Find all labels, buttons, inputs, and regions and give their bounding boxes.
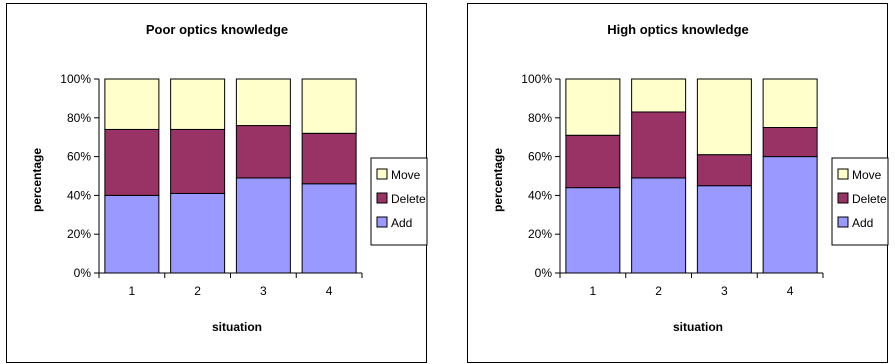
legend-swatch-delete — [837, 192, 849, 204]
bar-segment-delete — [565, 134, 621, 189]
y-tick-label: 100% — [60, 72, 91, 86]
bar-segment-move — [762, 78, 818, 128]
x-axis-label: situation — [212, 320, 262, 334]
legend-swatch-move — [376, 168, 388, 180]
bar-segment-move — [170, 78, 226, 130]
legend-swatch-move — [837, 168, 849, 180]
chart-high-optics: High optics knowledge percentage situati… — [467, 3, 889, 363]
x-tick-label: 1 — [590, 284, 597, 298]
bar-segment-add — [762, 156, 818, 274]
x-tick-label: 3 — [721, 284, 728, 298]
y-tick-label: 80% — [528, 111, 552, 125]
bar-segment-move — [301, 78, 357, 134]
bar-segment-add — [631, 177, 687, 274]
legend-label: Move — [391, 168, 421, 182]
chart-poor-optics: Poor optics knowledge percentage situati… — [6, 3, 428, 363]
bar-segment-delete — [301, 132, 357, 185]
y-tick-label: 20% — [67, 227, 91, 241]
chart-title: High optics knowledge — [607, 22, 749, 37]
y-tick-label: 100% — [521, 72, 552, 86]
legend-label: Delete — [852, 192, 887, 206]
bar-segment-delete — [170, 128, 226, 194]
y-tick-label: 0% — [535, 266, 553, 280]
y-tick-label: 20% — [528, 227, 552, 241]
legend-swatch-add — [376, 216, 388, 228]
chart-high-optics-svg: High optics knowledge percentage situati… — [491, 22, 889, 334]
y-tick-label: 60% — [528, 150, 552, 164]
bar-segment-add — [235, 177, 291, 274]
bar-segment-add — [104, 194, 160, 274]
legend-swatch-delete — [376, 192, 388, 204]
bar-segment-move — [696, 78, 752, 156]
bar-segment-move — [631, 78, 687, 113]
legend-label: Add — [391, 216, 412, 230]
y-axis-label: percentage — [491, 148, 505, 212]
x-tick-label: 4 — [326, 284, 333, 298]
legend-label: Add — [852, 216, 873, 230]
bar-segment-delete — [104, 128, 160, 196]
bar-segment-move — [565, 78, 621, 136]
y-tick-label: 0% — [74, 266, 92, 280]
y-tick-label: 40% — [528, 188, 552, 202]
bar-segment-move — [104, 78, 160, 130]
y-axis-label: percentage — [30, 148, 44, 212]
legend-label: Move — [852, 168, 882, 182]
x-axis-label: situation — [673, 320, 723, 334]
bar-segment-delete — [235, 125, 291, 179]
bar-segment-delete — [631, 111, 687, 179]
x-tick-label: 2 — [655, 284, 662, 298]
bar-segment-add — [170, 192, 226, 274]
bar-segment-move — [235, 78, 291, 127]
bar-segment-delete — [762, 127, 818, 158]
y-tick-label: 40% — [67, 188, 91, 202]
bar-segment-add — [301, 183, 357, 274]
chart-poor-optics-svg: Poor optics knowledge percentage situati… — [30, 22, 428, 334]
bar-segment-add — [565, 187, 621, 274]
x-tick-label: 3 — [260, 284, 267, 298]
legend-swatch-add — [837, 216, 849, 228]
bar-segment-delete — [696, 154, 752, 187]
chart-title: Poor optics knowledge — [146, 22, 288, 37]
y-tick-label: 60% — [67, 150, 91, 164]
x-tick-label: 4 — [787, 284, 794, 298]
x-tick-label: 2 — [194, 284, 201, 298]
bar-segment-add — [696, 185, 752, 274]
x-tick-label: 1 — [129, 284, 136, 298]
y-tick-label: 80% — [67, 111, 91, 125]
legend-label: Delete — [391, 192, 426, 206]
